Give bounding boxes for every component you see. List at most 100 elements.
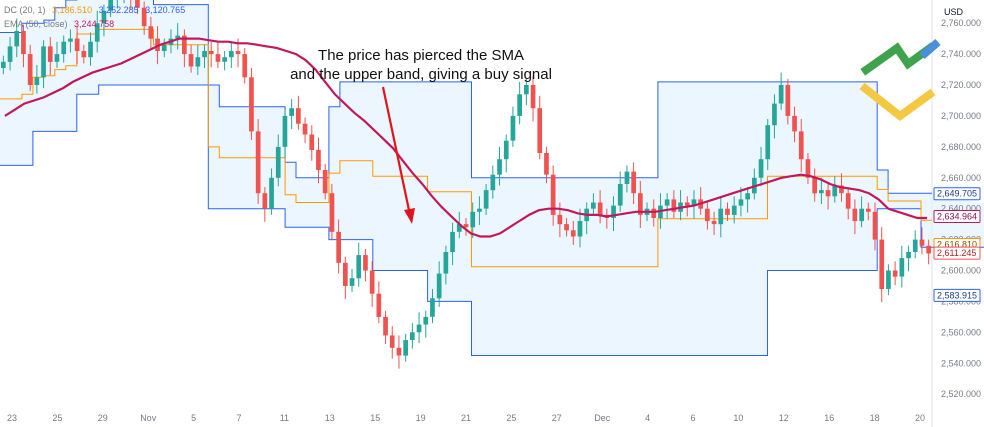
candle[interactable]: [282, 115, 288, 147]
candle[interactable]: [349, 278, 355, 286]
candle[interactable]: [21, 30, 26, 55]
candle[interactable]: [202, 51, 207, 58]
candle[interactable]: [718, 208, 724, 225]
candle[interactable]: [68, 38, 73, 42]
candle[interactable]: [859, 208, 864, 222]
candle[interactable]: [651, 208, 657, 218]
candle[interactable]: [570, 230, 576, 237]
candle[interactable]: [872, 211, 878, 240]
candle[interactable]: [101, 10, 107, 24]
candle[interactable]: [912, 239, 918, 252]
candle[interactable]: [463, 224, 469, 228]
candle[interactable]: [503, 140, 509, 160]
candle[interactable]: [1, 61, 6, 68]
candle[interactable]: [845, 193, 851, 209]
candle[interactable]: [557, 214, 563, 225]
candle[interactable]: [195, 57, 201, 67]
candle[interactable]: [396, 347, 402, 356]
candle[interactable]: [852, 208, 858, 222]
candle[interactable]: [47, 46, 53, 62]
price-tag[interactable]: [933, 288, 981, 302]
candle[interactable]: [597, 202, 603, 215]
candle[interactable]: [765, 125, 771, 160]
candle[interactable]: [638, 193, 643, 215]
candle[interactable]: [74, 38, 80, 51]
candle[interactable]: [343, 262, 348, 286]
candle[interactable]: [269, 177, 274, 209]
candle[interactable]: [530, 85, 536, 109]
candle[interactable]: [161, 44, 167, 51]
candle[interactable]: [711, 221, 717, 225]
candle[interactable]: [242, 54, 248, 78]
candle[interactable]: [182, 35, 187, 55]
candle[interactable]: [54, 54, 60, 62]
candle[interactable]: [376, 293, 382, 317]
candle[interactable]: [778, 85, 784, 104]
candle[interactable]: [7, 46, 13, 62]
candle[interactable]: [926, 245, 931, 254]
candle[interactable]: [839, 185, 844, 194]
candle[interactable]: [524, 85, 529, 95]
candle[interactable]: [819, 190, 824, 194]
candle[interactable]: [309, 134, 315, 151]
candle[interactable]: [631, 171, 636, 194]
candle[interactable]: [772, 103, 777, 126]
candle[interactable]: [423, 316, 429, 325]
candle[interactable]: [684, 202, 690, 206]
candle[interactable]: [812, 177, 817, 194]
candle[interactable]: [490, 174, 496, 191]
candle[interactable]: [919, 239, 925, 246]
candle[interactable]: [389, 335, 395, 348]
dc-legend-row[interactable]: DC (20, 1) 3,186.510 3,252.285 3,120.765: [4, 3, 189, 17]
candle[interactable]: [805, 159, 811, 178]
candle[interactable]: [591, 202, 596, 209]
currency-label[interactable]: USD: [944, 7, 964, 17]
candle[interactable]: [725, 208, 730, 215]
candle[interactable]: [275, 146, 281, 178]
price-tag[interactable]: [933, 246, 981, 260]
candle[interactable]: [450, 231, 455, 252]
candle[interactable]: [671, 199, 677, 212]
candle[interactable]: [322, 170, 328, 194]
candle[interactable]: [222, 57, 227, 62]
candle[interactable]: [550, 174, 556, 215]
candle[interactable]: [564, 224, 569, 231]
candle[interactable]: [436, 273, 442, 299]
donchian-upper-line[interactable]: [0, 0, 932, 194]
candle[interactable]: [456, 224, 462, 232]
candle[interactable]: [403, 340, 408, 356]
candle[interactable]: [624, 171, 630, 184]
candle[interactable]: [229, 51, 234, 58]
candle[interactable]: [155, 38, 160, 51]
candle[interactable]: [94, 23, 100, 42]
candle[interactable]: [899, 258, 905, 277]
candle[interactable]: [108, 0, 113, 11]
candle[interactable]: [296, 108, 301, 124]
candle[interactable]: [81, 51, 87, 58]
candle[interactable]: [410, 332, 415, 340]
ema-legend-row[interactable]: EMA (50, close) 3,244.758: [4, 17, 189, 31]
candle[interactable]: [825, 190, 831, 197]
candle[interactable]: [356, 255, 362, 279]
candle[interactable]: [141, 7, 147, 27]
candle[interactable]: [249, 77, 254, 132]
candle[interactable]: [175, 35, 180, 39]
candle[interactable]: [886, 270, 891, 290]
candle[interactable]: [879, 239, 885, 290]
candle[interactable]: [416, 324, 422, 333]
candle[interactable]: [148, 26, 154, 39]
candle[interactable]: [738, 199, 744, 206]
candle[interactable]: [235, 51, 241, 55]
candle[interactable]: [262, 193, 268, 209]
candle[interactable]: [41, 46, 46, 78]
candle[interactable]: [577, 221, 583, 237]
candle[interactable]: [477, 208, 482, 212]
candle[interactable]: [705, 208, 710, 222]
price-tag[interactable]: [933, 210, 981, 223]
candle[interactable]: [255, 131, 261, 194]
candle[interactable]: [792, 115, 797, 132]
candle[interactable]: [135, 0, 140, 8]
candle[interactable]: [215, 54, 221, 62]
donchian-lower-line[interactable]: [0, 84, 984, 356]
